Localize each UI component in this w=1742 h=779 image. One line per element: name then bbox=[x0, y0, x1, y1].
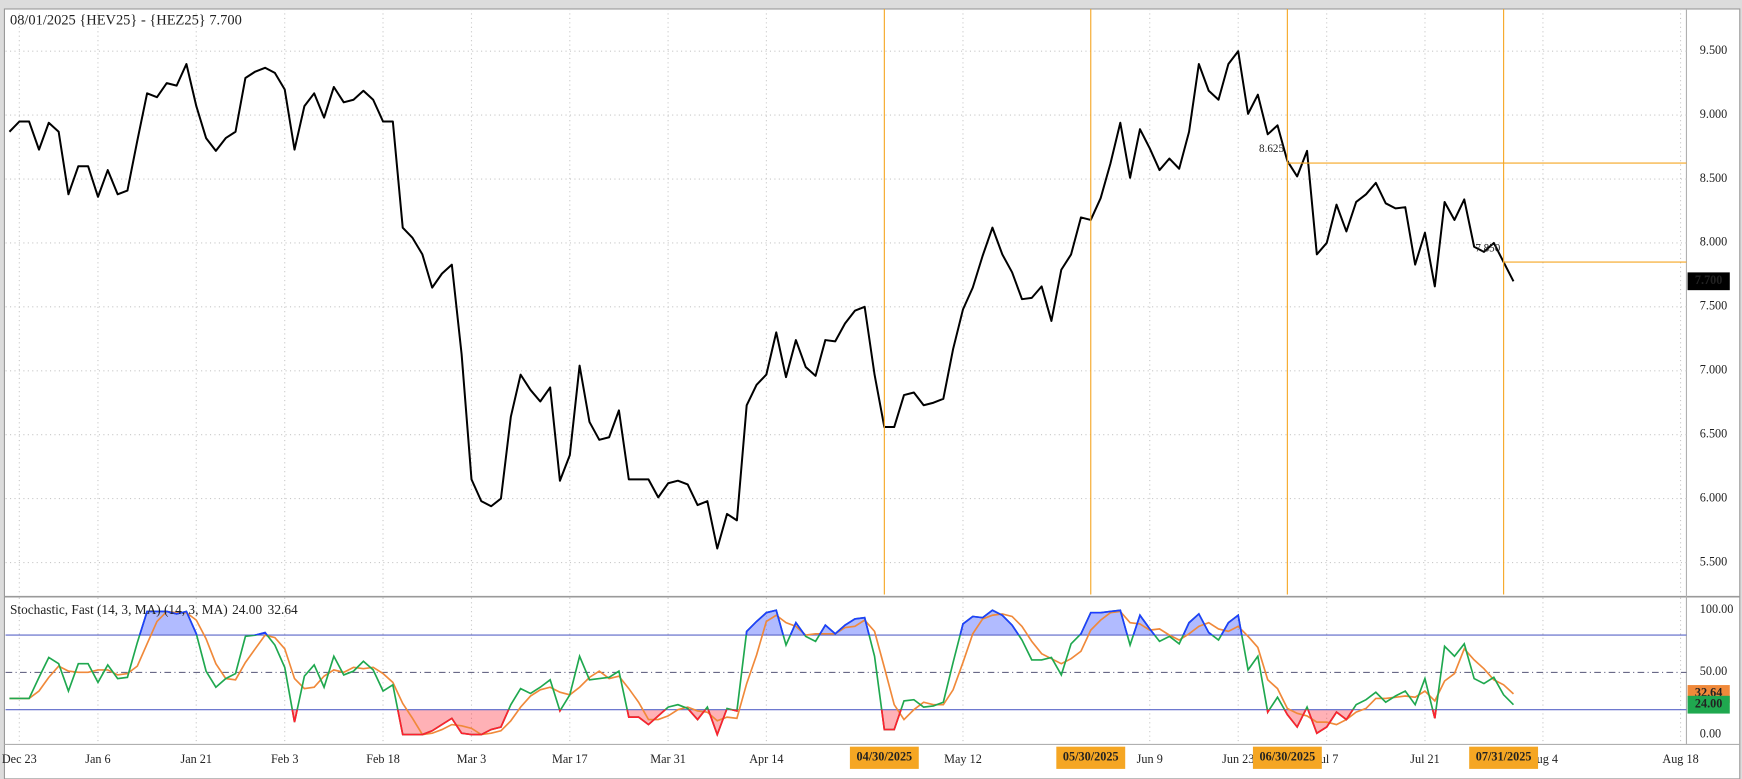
x-tick-label: Mar 3 bbox=[457, 752, 487, 766]
x-tick-label: Apr 14 bbox=[749, 752, 783, 766]
price-line bbox=[8, 50, 1515, 550]
x-tick-label: Aug 18 bbox=[1662, 752, 1698, 766]
date-marker-box bbox=[1252, 746, 1322, 769]
stoch-k-overbought bbox=[138, 609, 1243, 636]
x-tick-label: May 12 bbox=[944, 752, 982, 766]
x-tick-label: Mar 31 bbox=[650, 752, 686, 766]
stoch-d-line bbox=[9, 610, 1515, 736]
x-tick-label: Mar 17 bbox=[552, 752, 588, 766]
y-tick-label: 100.00 bbox=[1700, 602, 1734, 616]
stoch-value-badge bbox=[1687, 695, 1730, 714]
x-tick-label: Feb 18 bbox=[366, 752, 400, 766]
y-tick-label: 9.500 bbox=[1700, 43, 1728, 57]
x-tick-label: Dec 23 bbox=[2, 752, 37, 766]
y-tick-label: 7.000 bbox=[1700, 363, 1728, 377]
y-tick-label: 8.000 bbox=[1700, 235, 1728, 249]
y-tick-label: 5.500 bbox=[1700, 554, 1728, 568]
chart-title: 08/01/2025 {HEV25} - {HEZ25} 7.700 bbox=[10, 13, 242, 29]
date-marker-label: 05/30/2025 bbox=[1063, 750, 1119, 764]
stoch-legend-value: 32.64 bbox=[268, 602, 298, 617]
x-tick-label: Jan 21 bbox=[180, 752, 212, 766]
date-marker-label: 04/30/2025 bbox=[857, 750, 913, 764]
stoch-value-badge-label: 24.00 bbox=[1695, 696, 1723, 710]
chart-background bbox=[3, 8, 1741, 779]
y-tick-label: 50.00 bbox=[1700, 664, 1728, 678]
y-tick-label: 7.500 bbox=[1700, 299, 1728, 313]
date-marker-label: 07/31/2025 bbox=[1476, 750, 1532, 764]
y-tick-label: 8.500 bbox=[1700, 171, 1728, 185]
stoch-legend-value: 24.00 bbox=[232, 602, 262, 617]
date-marker-box bbox=[1056, 746, 1126, 769]
level-label: 7.850 bbox=[1475, 242, 1500, 254]
level-label: 8.625 bbox=[1259, 143, 1284, 155]
last-price-badge-label: 7.700 bbox=[1695, 273, 1723, 287]
y-tick-label: 0.00 bbox=[1700, 726, 1721, 740]
x-tick-label: Jan 6 bbox=[85, 752, 110, 766]
last-price-badge bbox=[1687, 272, 1730, 291]
y-tick-label: 9.000 bbox=[1700, 107, 1728, 121]
overbought-fill bbox=[9, 610, 1514, 636]
stoch-title: Stochastic, Fast (14, 3, MA) (14, 3, MA) bbox=[10, 602, 228, 617]
x-tick-label: Jun 23 bbox=[1222, 752, 1254, 766]
y-tick-label: 6.000 bbox=[1700, 490, 1728, 504]
date-marker-box bbox=[849, 746, 919, 769]
x-tick-label: Jul 21 bbox=[1410, 752, 1440, 766]
y-tick-label: 6.500 bbox=[1700, 426, 1728, 440]
x-tick-label: Feb 3 bbox=[271, 752, 299, 766]
date-marker-box bbox=[1469, 746, 1539, 769]
x-tick-label: Jun 9 bbox=[1137, 752, 1163, 766]
date-marker-label: 06/30/2025 bbox=[1260, 750, 1316, 764]
